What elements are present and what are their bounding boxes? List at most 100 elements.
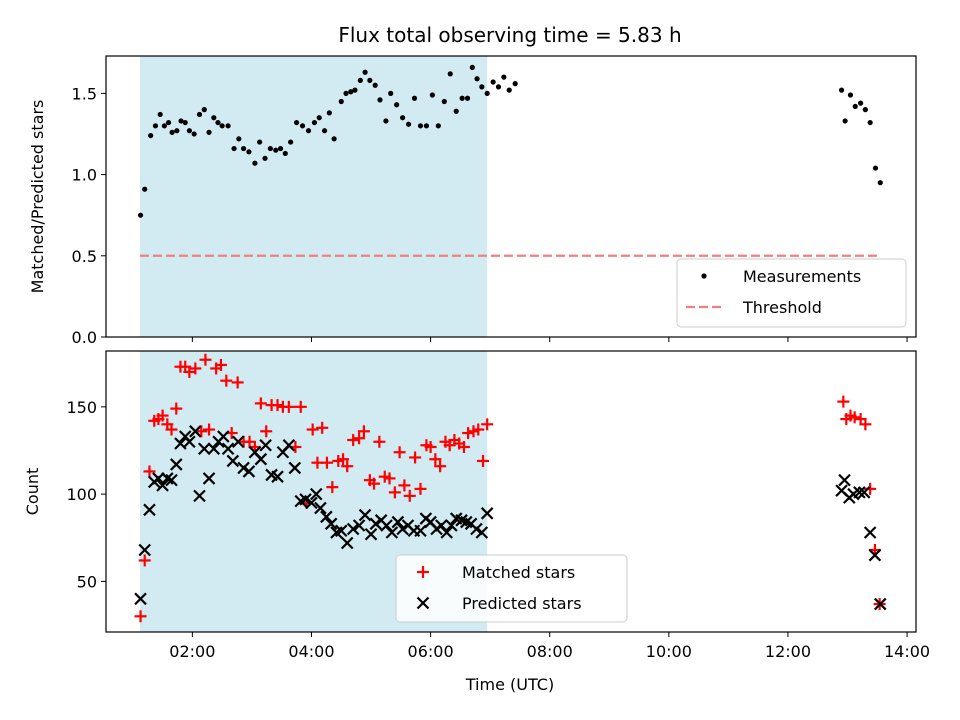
data-point [262,155,268,161]
data-point [148,132,154,139]
data-point [472,423,485,436]
bottom-panel: 02:00 04:00 06:00 08:00 10:00 12:00 14:00 50 10… [23,350,930,661]
data-point [862,107,868,113]
data-point [197,442,211,456]
data-point [353,432,366,445]
data-point [477,454,490,467]
data-point [512,81,518,87]
data-point [306,423,319,436]
data-point [161,123,167,129]
data-point [837,395,850,408]
data-point [189,362,202,375]
data-point [479,84,485,90]
data-point [134,592,147,606]
data-point [341,460,354,473]
data-point [189,425,202,438]
data-point [858,100,864,106]
data-point [143,465,156,478]
data-point [277,145,284,152]
series-matched-stars [134,353,886,623]
x-tick-label: 04:00 [288,642,334,661]
data-point [357,77,363,83]
data-point [842,118,848,124]
legend-swatch [416,596,430,610]
data-point [214,358,227,371]
top-panel: 0.0 0.5 1.0 1.5 Matched/Predicted stars Mea… [28,55,917,347]
observing-window-span [139,56,488,337]
data-point [391,515,405,529]
y-tick-label: 0.5 [72,247,97,266]
data-point [288,139,294,145]
data-point [288,461,302,475]
data-point [316,421,329,434]
data-point [337,453,350,466]
data-point [417,123,424,129]
data-point [393,446,406,459]
data-point [207,442,221,456]
data-point [259,438,272,452]
data-point [343,90,349,96]
data-point [352,87,358,93]
data-point [372,82,378,88]
data-point [236,136,242,142]
data-point [873,597,887,611]
x-tick-label: 12:00 [765,642,811,661]
data-point [481,418,494,431]
data-point [852,103,858,109]
data-point [186,128,192,134]
data-point [331,136,337,142]
data-point [320,456,333,469]
data-point [273,147,279,153]
data-point [440,526,453,539]
legend-label: Predicted stars [462,594,582,613]
x-tick-label: 10:00 [646,642,692,661]
legend-box [395,554,628,623]
legend-box [676,258,907,328]
data-point [170,402,183,415]
data-point [152,472,165,485]
data-point [243,435,256,448]
data-point [203,423,216,436]
data-point [364,527,378,541]
data-point [231,145,237,152]
data-point [484,90,490,96]
data-point [246,149,252,155]
data-point [409,451,422,464]
data-point [358,508,372,522]
legend-label: Measurements [743,267,861,286]
data-point [271,399,284,412]
data-point [314,501,327,515]
data-point [414,482,427,495]
data-point [334,524,348,538]
data-point [357,425,370,438]
data-point [346,522,360,536]
data-point [411,95,418,101]
data-point [434,460,447,473]
data-point [226,454,240,468]
x-axis-label: Time (UTC) [465,675,554,694]
data-point [429,453,442,466]
data-point [257,139,263,145]
y-tick-label: 100 [66,485,97,504]
data-point [267,145,273,152]
data-point [195,425,208,438]
top-legend: Measurements Threshold [676,258,907,328]
y-tick-label: 50 [77,572,97,591]
data-point [838,473,851,487]
data-point [156,409,169,422]
data-point [260,425,273,438]
data-point [459,95,465,101]
data-point [340,536,354,550]
y-tick-label: 0.0 [72,328,97,347]
data-point [423,123,430,129]
data-point [352,519,366,532]
top-axes-frame [105,55,917,338]
data-point [367,77,373,83]
data-point [475,526,489,539]
data-point [137,212,144,218]
data-point [338,98,344,105]
data-point [383,472,396,485]
data-point [398,479,411,492]
data-point [254,397,267,410]
